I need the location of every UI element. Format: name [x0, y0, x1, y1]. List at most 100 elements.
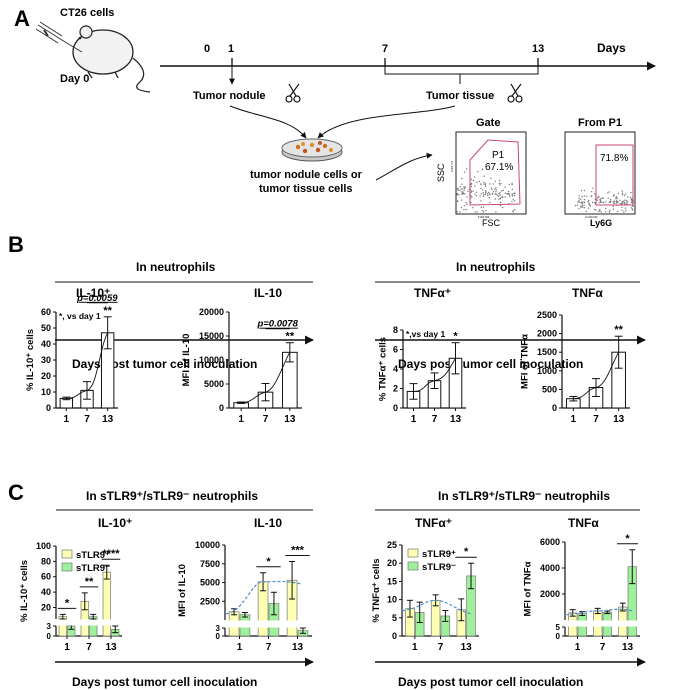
y-tick-label: 0 [393, 403, 398, 413]
y-axis-label: MFI of IL-10 [181, 334, 192, 387]
flow-event-dot [464, 171, 466, 173]
flow-event-dot [470, 201, 472, 204]
flow-event-dot [616, 201, 619, 203]
x-tick-label: 13 [461, 642, 473, 653]
petri-dish-illustration [281, 138, 343, 162]
panel-letter-b: B [8, 232, 24, 257]
flow-event-dot [587, 199, 590, 202]
flow-event-dot [470, 190, 473, 192]
flow-event-dot [596, 197, 599, 199]
flow-event-dot [624, 199, 626, 201]
flow-event-dot [466, 203, 468, 205]
flow-event-dot [494, 180, 496, 183]
flow-event-dot [630, 191, 632, 194]
flow-event-dot [471, 207, 474, 209]
cells-label: CT26 cells [60, 7, 114, 19]
y-tick-label: 60 [41, 572, 51, 582]
flow-event-dot [495, 211, 497, 213]
y-tick-label: 0 [46, 403, 51, 413]
flow-event-dot [479, 195, 481, 197]
flow-event-dot [485, 191, 487, 193]
flow-event-dot [590, 191, 593, 193]
flow-event-dot [512, 209, 514, 212]
flow-event-dot [494, 188, 496, 190]
flow-event-dot [583, 201, 586, 204]
group-title-b-right: In neutrophils [456, 260, 536, 274]
flow-event-dot [608, 191, 610, 193]
flow-event-dot [587, 201, 589, 203]
trend-line [564, 608, 633, 616]
flow-event-dot [583, 195, 586, 197]
flow-event-dot [470, 182, 473, 185]
flow-event-dot [605, 211, 607, 213]
flow-event-dot [578, 201, 580, 203]
y-tick-label: 5 [556, 623, 561, 632]
flow-event-dot [461, 193, 464, 195]
significance-stars: ** [85, 576, 94, 588]
flow-event-dot [585, 195, 588, 197]
y-tick-label: 30 [41, 355, 51, 365]
y-tick-label: 5000 [200, 578, 220, 588]
flow-event-dot [591, 201, 594, 204]
flow-event-dot [497, 195, 500, 197]
flow-event-dot [590, 195, 592, 198]
flow-event-dot [461, 177, 463, 180]
flow-event-dot [501, 190, 503, 192]
flow-event-dot [512, 211, 514, 213]
legend-label: sTLR9⁻ [422, 562, 456, 573]
trend-line [413, 358, 456, 392]
y-tick-label: 20000 [199, 307, 224, 317]
flow-event-dot [587, 207, 590, 209]
flow-event-dot [500, 204, 502, 207]
flow-event-dot [595, 209, 597, 211]
flow-event-dot [622, 200, 625, 202]
flow-event-dot [511, 194, 513, 196]
y-tick-label: 15 [387, 576, 397, 586]
timeline-tick: 0 [204, 43, 210, 55]
dish-caption: tumor nodule cells or [250, 169, 363, 181]
x-tick-label: 7 [600, 642, 606, 653]
trend-line [573, 351, 620, 400]
flow-event-dot [502, 196, 504, 199]
chart-title: TNFα⁺ [415, 516, 452, 530]
flow-axis-ly6g: Ly6G [590, 218, 612, 228]
flow-event-dot [593, 208, 596, 211]
flow-event-dot [456, 194, 458, 196]
chart-title: TNFα [568, 516, 599, 530]
legend-swatch [407, 548, 419, 558]
x-axis-title-c-right: Days post tumor cell inoculation [398, 675, 583, 689]
flow-event-dot [609, 198, 612, 201]
flow-event-dot [511, 188, 514, 191]
x-tick-label: 1 [64, 414, 70, 425]
flow-event-dot [511, 183, 513, 186]
flow-event-dot [459, 189, 461, 192]
flow-event-dot [623, 201, 625, 204]
flow-event-dot [467, 190, 469, 193]
flow-event-dot [581, 204, 584, 207]
comparison-note: *, vs day 1 [59, 311, 101, 321]
gate-name: P1 [492, 150, 505, 161]
trend-line [225, 580, 303, 615]
x-tick-label: 7 [266, 642, 272, 653]
flow-event-dot [619, 203, 621, 205]
flow-event-dot [480, 206, 482, 209]
flow-event-dot [613, 202, 616, 204]
flow-event-dot [480, 187, 482, 190]
flow-event-dot [621, 206, 623, 209]
timeline-tick: 13 [532, 43, 544, 55]
flow-event-dot [608, 201, 611, 203]
y-axis-label: % IL-10⁺ cells [19, 560, 30, 622]
flow-plot-gate: Gate P1 67.1% SSC FSC 2,000,771 5,000,00… [436, 117, 527, 228]
x-tick-label: 1 [411, 414, 417, 425]
flow-event-dot [601, 197, 604, 199]
significance-stars: **** [102, 548, 120, 560]
flow-event-dot [617, 210, 619, 213]
flow-event-dot [612, 201, 614, 203]
legend-swatch [407, 561, 419, 571]
flow-event-dot [480, 193, 482, 195]
flow-event-dot [484, 185, 487, 188]
flow-event-dot [494, 193, 497, 195]
flow-event-dot [621, 194, 624, 196]
flow-event-dot [483, 181, 485, 184]
legend-label: sTLR9⁺ [422, 549, 456, 560]
